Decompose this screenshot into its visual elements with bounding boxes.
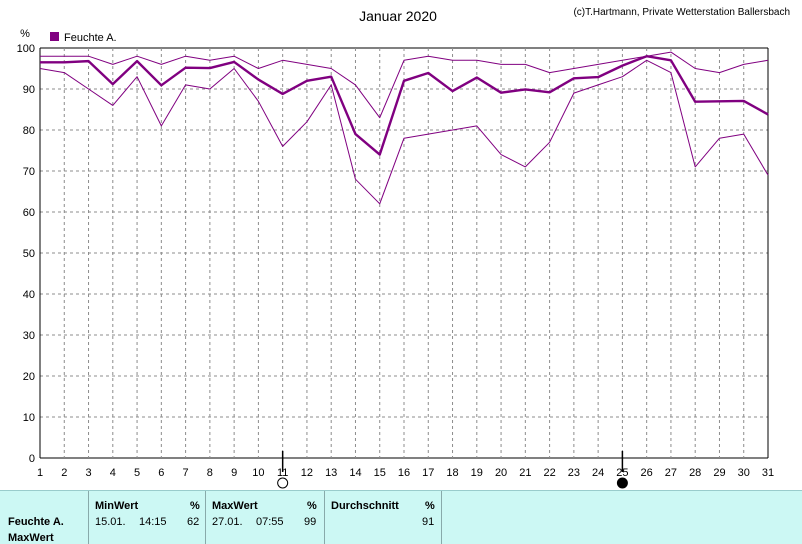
x-tick-label: 21	[519, 467, 531, 479]
full-moon-icon	[277, 477, 289, 489]
stats-min-column: MinWert % 15.01. 14:15 62	[88, 491, 205, 544]
y-tick-label: 20	[23, 371, 35, 383]
y-tick-label: 100	[17, 43, 35, 55]
series-line-min	[39, 59, 769, 205]
x-tick-label: 17	[422, 467, 434, 479]
x-tick-label: 19	[471, 467, 483, 479]
x-tick-label: 22	[543, 467, 555, 479]
x-tick-label: 5	[134, 467, 140, 479]
x-tick-label: 30	[738, 467, 750, 479]
x-tick-label: 12	[301, 467, 313, 479]
x-tick-label: 10	[252, 467, 264, 479]
stats-row-label-humidity: Feuchte A.	[8, 516, 64, 528]
x-tick-label: 4	[110, 467, 116, 479]
x-tick-label: 29	[713, 467, 725, 479]
y-tick-label: 0	[29, 453, 35, 465]
x-tick-label: 15	[374, 467, 386, 479]
stats-divider	[441, 491, 442, 544]
chart-title: Januar 2020	[359, 8, 437, 24]
stats-min-value: 62	[187, 516, 200, 528]
y-tick-label: 40	[23, 289, 35, 301]
humidity-chart: Januar 2020 (c)T.Hartmann, Private Wette…	[17, 7, 790, 489]
stats-max-header: MaxWert	[212, 500, 258, 512]
x-tick-label: 2	[61, 467, 67, 479]
stats-max-column: MaxWert % 27.01. 07:55 99	[205, 491, 324, 544]
x-tick-label: 1	[37, 467, 43, 479]
y-tick-label: 60	[23, 207, 35, 219]
x-tick-label: 23	[568, 467, 580, 479]
x-tick-label: 28	[689, 467, 701, 479]
stats-avg-value: 91	[422, 516, 435, 528]
x-tick-label: 18	[446, 467, 458, 479]
y-tick-label: 30	[23, 330, 35, 342]
y-axis-unit: %	[20, 28, 30, 40]
y-tick-label: 80	[23, 125, 35, 137]
stats-min-unit: %	[190, 500, 200, 512]
x-tick-label: 25	[616, 467, 628, 479]
x-tick-label: 16	[398, 467, 410, 479]
x-tick-label: 26	[641, 467, 653, 479]
x-tick-label: 27	[665, 467, 677, 479]
x-tick-label: 11	[277, 467, 288, 479]
legend-swatch	[50, 32, 59, 41]
new-moon-icon	[616, 477, 628, 489]
x-tick-label: 14	[349, 467, 361, 479]
y-tick-label: 70	[23, 166, 35, 178]
x-tick-label: 8	[207, 467, 213, 479]
x-tick-label: 31	[762, 467, 774, 479]
x-tick-label: 24	[592, 467, 604, 479]
statistics-panel: Feuchte A. MaxWert MinWert % 15.01. 14:1…	[0, 490, 802, 544]
series-line-mean	[40, 55, 769, 156]
stats-max-unit: %	[307, 500, 317, 512]
chart-credit: (c)T.Hartmann, Private Wetterstation Bal…	[573, 7, 790, 18]
x-tick-label: 7	[183, 467, 189, 479]
stats-min-date: 15.01.	[95, 516, 126, 528]
stats-row-label-maxwert: MaxWert	[8, 532, 54, 544]
y-tick-label: 10	[23, 412, 35, 424]
stats-max-date: 27.01.	[212, 516, 243, 528]
legend-label: Feuchte A.	[64, 32, 117, 44]
y-tick-label: 50	[23, 248, 35, 260]
stats-max-value: 99	[304, 516, 317, 528]
x-tick-label: 9	[231, 467, 237, 479]
x-tick-label: 6	[158, 467, 164, 479]
stats-avg-column: Durchschnitt % 91	[324, 491, 441, 544]
stats-avg-header: Durchschnitt	[331, 500, 399, 512]
stats-min-time: 14:15	[139, 516, 167, 528]
x-tick-label: 20	[495, 467, 507, 479]
stats-max-time: 07:55	[256, 516, 284, 528]
stats-avg-unit: %	[425, 500, 435, 512]
x-tick-label: 3	[85, 467, 91, 479]
y-tick-label: 90	[23, 84, 35, 96]
x-tick-label: 13	[325, 467, 337, 479]
stats-min-header: MinWert	[95, 500, 139, 512]
